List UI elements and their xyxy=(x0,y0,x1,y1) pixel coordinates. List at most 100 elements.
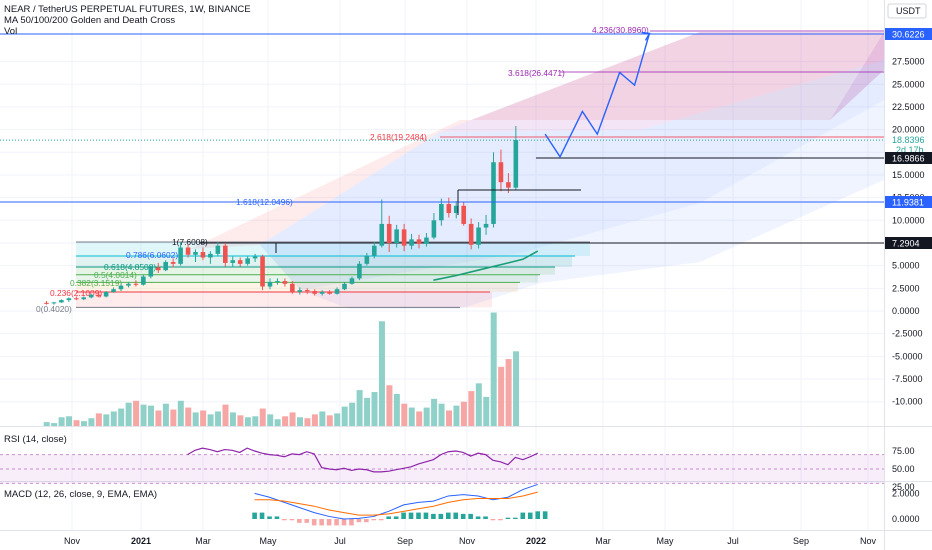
candle-body xyxy=(401,229,407,246)
indicator-ma-label: MA 50/100/200 Golden and Death Cross xyxy=(4,15,175,26)
candle-body xyxy=(223,245,228,263)
volume-bar xyxy=(155,410,162,426)
rsi-title: RSI (14, close) xyxy=(4,434,67,445)
time-tick-label: Mar xyxy=(195,536,211,546)
volume-bar xyxy=(43,422,50,426)
macd-histogram-bar xyxy=(393,516,399,519)
projection-path xyxy=(544,33,651,159)
rsi-tick-label: 75.00 xyxy=(892,446,915,456)
macd-histogram-bar xyxy=(356,519,362,523)
price-tick-label: 20.0000 xyxy=(892,125,925,135)
price-label-bg xyxy=(885,152,932,164)
volume-bar xyxy=(244,417,251,426)
macd-histogram-bar xyxy=(274,516,280,519)
macd-histogram-bar xyxy=(349,519,354,526)
volume-bar xyxy=(378,321,385,426)
chart-title: NEAR / TetherUS PERPETUAL FUTURES, 1W, B… xyxy=(4,4,251,15)
macd-histogram-bar xyxy=(431,513,436,519)
candle-body xyxy=(372,245,377,256)
candle-body xyxy=(163,262,168,271)
volume-bar xyxy=(110,411,117,426)
candle-body xyxy=(468,223,474,245)
macd-histogram-bar xyxy=(475,516,481,519)
volume-bar xyxy=(490,312,497,426)
volume-bar xyxy=(80,421,87,426)
fib-zone-red xyxy=(190,32,884,249)
volume-bar xyxy=(393,393,400,426)
macd-histogram-bar xyxy=(326,519,332,526)
signal-line xyxy=(254,491,538,516)
volume-bar xyxy=(326,415,333,426)
candle-body xyxy=(96,294,101,297)
candle-body xyxy=(453,205,459,214)
candle-body xyxy=(118,285,124,290)
fib-label: 1(7.6008) xyxy=(172,237,208,247)
macd-histogram-bar xyxy=(408,512,414,519)
candle-body xyxy=(483,223,489,228)
projection-arrowhead xyxy=(641,31,651,41)
candle-body xyxy=(155,267,161,271)
time-tick-label: Nov xyxy=(64,536,81,546)
volume-bar xyxy=(73,420,80,426)
time-tick-label: Jul xyxy=(334,536,346,546)
macd-histogram-bar xyxy=(446,512,451,519)
candle-body xyxy=(342,283,347,290)
volume-bar xyxy=(319,411,326,426)
candle-body xyxy=(364,255,370,264)
volume-bar xyxy=(148,405,154,426)
volume-bar xyxy=(252,416,259,426)
macd-histogram-bar xyxy=(416,512,421,519)
candle-body xyxy=(431,220,437,238)
candle-body xyxy=(394,229,399,243)
price-tick-label: 2.5000 xyxy=(892,283,920,293)
volume-bar xyxy=(215,411,222,426)
candle-body xyxy=(103,291,109,297)
candle-body xyxy=(193,252,198,255)
macd-histogram-bar xyxy=(371,519,377,521)
volume-bar xyxy=(416,411,423,426)
candle-body xyxy=(178,247,183,264)
macd-histogram-bar xyxy=(535,511,540,519)
macd-histogram-bar xyxy=(386,516,391,519)
candle-body xyxy=(267,281,273,287)
fib-zone-blue-light xyxy=(300,100,884,309)
price-tick-label: 15.0000 xyxy=(892,170,925,180)
fib-zone-purple xyxy=(830,32,884,120)
macd-histogram-bar xyxy=(297,519,302,523)
volume-bar xyxy=(282,416,289,426)
fib-label: 0.236(2.1009) xyxy=(50,288,102,298)
macd-histogram-bar xyxy=(423,512,429,519)
price-label: 11.9381 xyxy=(892,198,924,208)
price-tick-label: 5.0000 xyxy=(892,261,920,271)
volume-bar xyxy=(222,404,229,426)
candle-body xyxy=(304,290,310,292)
candle-body xyxy=(476,227,481,245)
volume-bar xyxy=(297,417,303,426)
candle-body xyxy=(290,283,295,292)
candle-body xyxy=(424,237,429,244)
macd-histogram-bar xyxy=(460,513,466,519)
macd-tick-label: 2.0000 xyxy=(892,488,920,498)
macd-histogram-bar xyxy=(267,516,272,519)
fib-zone-purple xyxy=(440,32,884,132)
currency-badge[interactable] xyxy=(887,3,927,19)
price-tick-label: 10.0000 xyxy=(892,215,925,225)
macd-histogram-bar xyxy=(378,519,384,521)
macd-histogram-bar xyxy=(490,519,496,521)
volume-bar xyxy=(475,383,482,426)
time-tick-label: Sep xyxy=(397,536,413,546)
macd-title: MACD (12, 26, close, 9, EMA, EMA) xyxy=(4,489,157,500)
macd-histogram-bar xyxy=(334,519,339,526)
volume-bar xyxy=(207,414,214,426)
macd-tick-label: 0.0000 xyxy=(892,514,920,524)
volume-bar xyxy=(170,409,177,426)
volume-bar xyxy=(423,407,430,426)
volume-bar xyxy=(118,408,125,426)
candle-body xyxy=(81,297,87,300)
rsi-line xyxy=(187,447,538,473)
volume-bar xyxy=(431,398,438,426)
candle-body xyxy=(185,247,191,255)
candle-body xyxy=(51,302,57,304)
fib-zone xyxy=(76,256,572,268)
